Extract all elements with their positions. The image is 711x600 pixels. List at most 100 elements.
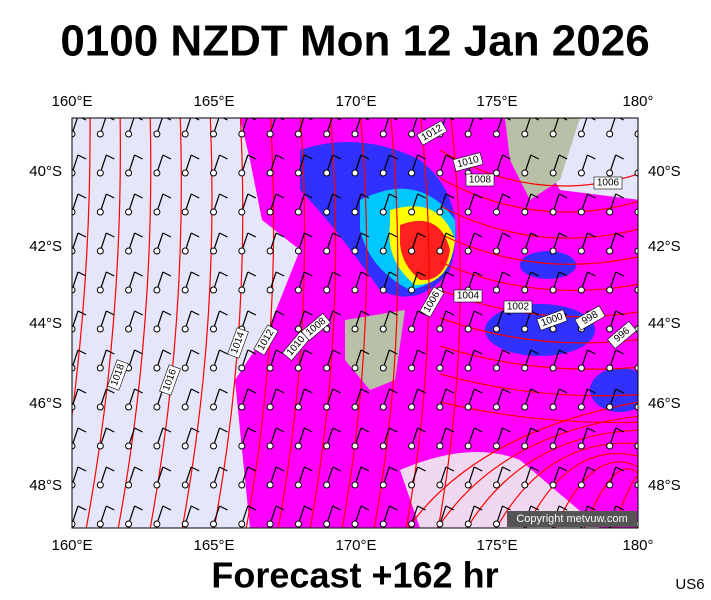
barb-flag bbox=[417, 193, 426, 199]
barb-station bbox=[351, 247, 359, 255]
barb-flag bbox=[420, 118, 426, 121]
barb-flag bbox=[332, 154, 341, 160]
barb-flag bbox=[473, 466, 483, 472]
lon-label: 180° bbox=[622, 93, 653, 110]
barb-station bbox=[493, 325, 500, 333]
barb-station bbox=[521, 247, 529, 255]
barb-station bbox=[634, 364, 638, 372]
barb-flag bbox=[77, 193, 87, 199]
axis-labels: 160°E 160°E 165°E 165°E 170°E 170°E 175°E 175°E… bbox=[29, 93, 680, 554]
isobar bbox=[341, 118, 368, 528]
barb-station bbox=[606, 481, 614, 489]
barb-station bbox=[493, 481, 500, 489]
barb-flag bbox=[332, 232, 341, 238]
barb-station bbox=[464, 208, 472, 216]
barb-station bbox=[379, 364, 387, 372]
lon-label: 165°E bbox=[193, 93, 234, 110]
barb-station bbox=[379, 169, 387, 177]
barb-flag bbox=[644, 467, 652, 471]
barb-flag bbox=[247, 427, 257, 433]
barb-flag bbox=[502, 271, 511, 277]
barb-station bbox=[238, 208, 246, 216]
barb-flag bbox=[558, 466, 568, 472]
barb-station bbox=[72, 247, 76, 255]
lon-label: 180° bbox=[622, 537, 653, 554]
barb-station bbox=[493, 169, 500, 177]
barb-station bbox=[181, 208, 189, 216]
barb-station bbox=[210, 130, 217, 138]
barb-flag bbox=[106, 154, 115, 160]
barb-station bbox=[521, 286, 529, 294]
barb-station bbox=[436, 481, 444, 489]
barb-flag bbox=[247, 193, 257, 199]
barb-flag bbox=[77, 388, 87, 394]
barb-station bbox=[408, 481, 416, 489]
barb-flag bbox=[247, 505, 257, 511]
lat-label: 40°S bbox=[29, 163, 62, 180]
barb-flag bbox=[502, 466, 511, 472]
barb-flag bbox=[275, 310, 285, 316]
lat-label: 42°S bbox=[648, 238, 681, 255]
barb-station bbox=[549, 169, 557, 177]
barb-staff bbox=[637, 249, 638, 251]
barb-flag bbox=[473, 232, 483, 238]
barb-station bbox=[351, 286, 359, 294]
barb-station bbox=[351, 130, 359, 138]
barb-station bbox=[493, 130, 500, 138]
barb-flag bbox=[615, 232, 624, 238]
barb-flag bbox=[332, 466, 341, 472]
barb-flag bbox=[558, 154, 568, 160]
barb-station bbox=[379, 325, 387, 333]
barb-staff bbox=[637, 522, 638, 524]
barb-station bbox=[351, 403, 359, 411]
barb-station bbox=[294, 403, 302, 411]
barb-station bbox=[577, 442, 585, 450]
wind-barbs bbox=[72, 116, 652, 528]
barb-flag bbox=[587, 232, 596, 238]
barb-station bbox=[351, 520, 359, 528]
barb-station bbox=[125, 325, 133, 333]
barb-flag bbox=[615, 349, 624, 355]
barb-flag bbox=[304, 310, 313, 316]
barb-flag bbox=[389, 193, 398, 199]
barb-station bbox=[238, 442, 246, 450]
barb-flag bbox=[473, 271, 483, 277]
barb-station bbox=[153, 169, 161, 177]
barb-flag bbox=[389, 271, 398, 277]
barb-station bbox=[634, 130, 638, 138]
barb-staff bbox=[637, 327, 638, 329]
barb-flag bbox=[587, 427, 596, 433]
barb-flag bbox=[332, 271, 341, 277]
barb-station bbox=[493, 364, 500, 372]
barb-station bbox=[549, 403, 557, 411]
barb-flag bbox=[363, 118, 370, 121]
barb-station bbox=[96, 286, 104, 294]
isobar bbox=[466, 429, 638, 528]
barb-flag bbox=[476, 118, 483, 121]
barb-station bbox=[323, 403, 331, 411]
barb-flag bbox=[502, 154, 511, 160]
barb-station bbox=[72, 520, 76, 528]
barb-station bbox=[294, 247, 302, 255]
barb-flag bbox=[247, 388, 257, 394]
barb-flag bbox=[389, 427, 398, 433]
barb-flag bbox=[77, 505, 87, 511]
barb-flag bbox=[360, 427, 370, 433]
barb-flag bbox=[275, 271, 285, 277]
barb-flag bbox=[644, 272, 652, 276]
barb-flag bbox=[162, 349, 172, 355]
isobar bbox=[407, 401, 638, 528]
barb-flag bbox=[360, 505, 370, 511]
barb-flag bbox=[417, 466, 426, 472]
map-frame bbox=[71, 117, 639, 529]
barb-station bbox=[634, 169, 638, 177]
barb-flag bbox=[417, 154, 426, 160]
isobar-label-box bbox=[253, 324, 279, 356]
barb-flag bbox=[190, 232, 200, 238]
barb-flag bbox=[644, 116, 652, 120]
barb-flag bbox=[219, 427, 228, 433]
barb-station bbox=[266, 208, 274, 216]
isobar-label-box bbox=[452, 152, 484, 172]
barb-station bbox=[181, 520, 189, 528]
barb-station bbox=[323, 481, 331, 489]
